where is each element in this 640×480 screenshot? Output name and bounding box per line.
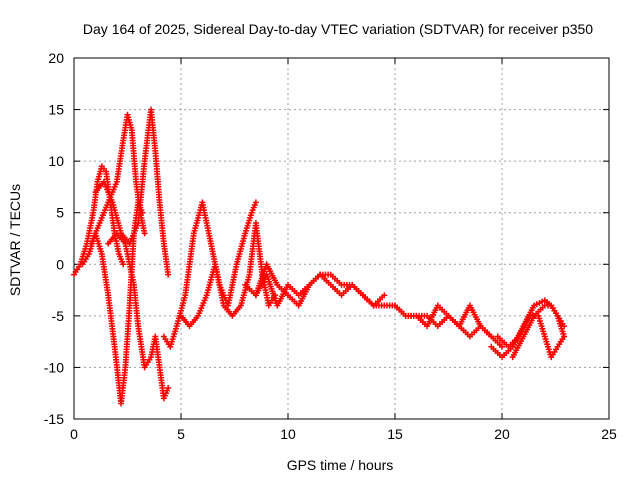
data-point	[561, 323, 568, 330]
data-point	[141, 230, 148, 237]
series-sat-5	[105, 230, 172, 402]
series-sat-14	[509, 302, 568, 361]
y-tick-label: -5	[52, 308, 65, 324]
x-tick-label: 15	[387, 426, 403, 442]
x-tick-label: 25	[601, 426, 617, 442]
data-point	[165, 271, 172, 278]
series-sat-11	[392, 302, 505, 350]
grid-layer	[74, 58, 609, 419]
data-point	[120, 261, 127, 268]
y-tick-label: -15	[44, 411, 64, 427]
series-sat-2	[79, 199, 146, 407]
data-point	[381, 292, 388, 299]
y-tick-label: 20	[48, 50, 64, 66]
y-tick-label: 0	[56, 256, 64, 272]
y-tick-label: -10	[44, 359, 64, 375]
data-point	[499, 343, 505, 350]
x-tick-label: 0	[70, 426, 78, 442]
x-tick-label: 20	[494, 426, 510, 442]
x-tick-label: 5	[177, 426, 185, 442]
y-axis-label: SDTVAR / TECUs	[7, 184, 23, 296]
data-point	[252, 199, 259, 206]
y-tick-label: 5	[56, 205, 64, 221]
tick-layer: 0 5 10 15 20 25 -15 -10 -5 0 5 10 15 20	[44, 50, 617, 442]
y-tick-label: 15	[48, 102, 64, 118]
y-tick-label: 10	[48, 153, 64, 169]
series-sat-7	[178, 220, 279, 330]
data-marks	[71, 106, 568, 407]
chart-title: Day 164 of 2025, Sidereal Day-to-day VTE…	[83, 21, 593, 37]
x-axis-label: GPS time / hours	[287, 457, 394, 473]
plot-frame	[73, 57, 610, 420]
x-tick-label: 10	[280, 426, 296, 442]
data-point	[165, 385, 172, 392]
series-sat-4	[92, 106, 172, 278]
data-point	[561, 333, 568, 340]
